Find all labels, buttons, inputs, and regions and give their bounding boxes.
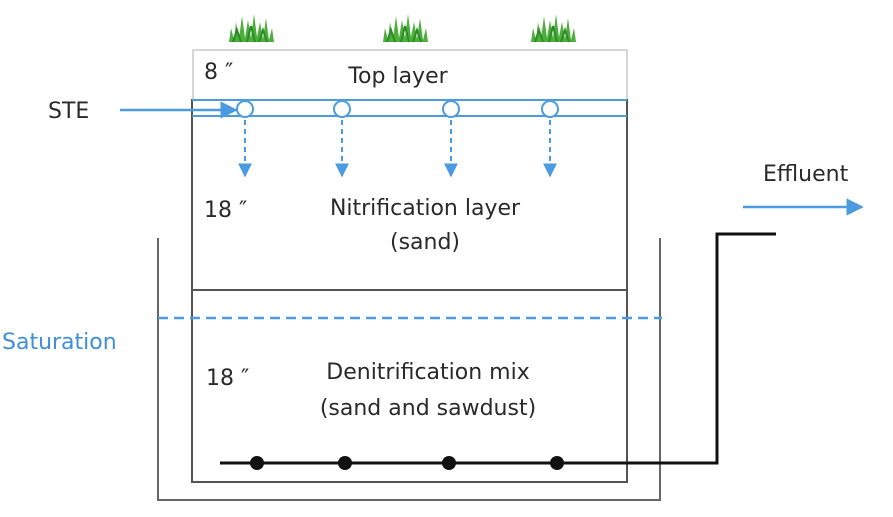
outer-container (157, 238, 661, 501)
nitrification-name: Nitrification layer (329, 196, 521, 221)
nitrification-depth: 18 ″ (204, 198, 248, 223)
percolation-arrows (238, 120, 557, 178)
outlet-pipe (220, 232, 776, 465)
orifice (541, 100, 559, 118)
saturation-label: Saturation (2, 330, 117, 355)
denitrification-detail: (sand and sawdust) (319, 396, 537, 421)
denitrification-depth: 18 ″ (206, 366, 250, 391)
grass-icon (382, 13, 429, 43)
top-layer-name: Top layer (348, 64, 448, 89)
orifice-group (236, 100, 559, 118)
orifice (333, 100, 351, 118)
denitrification-name: Denitrification mix (326, 360, 530, 385)
orifice (236, 100, 254, 118)
underdrain-node (550, 456, 564, 470)
underdrain-node (338, 456, 352, 470)
top-layer-depth: 8 ″ (204, 60, 234, 85)
grass-icon (530, 13, 577, 43)
orifice (442, 100, 460, 118)
ste-label: STE (48, 99, 90, 124)
underdrain-node (250, 456, 264, 470)
grass-icon (228, 13, 275, 43)
effluent-label: Effluent (763, 162, 849, 187)
nitrification-detail: (sand) (389, 230, 461, 255)
underdrain-node (442, 456, 456, 470)
